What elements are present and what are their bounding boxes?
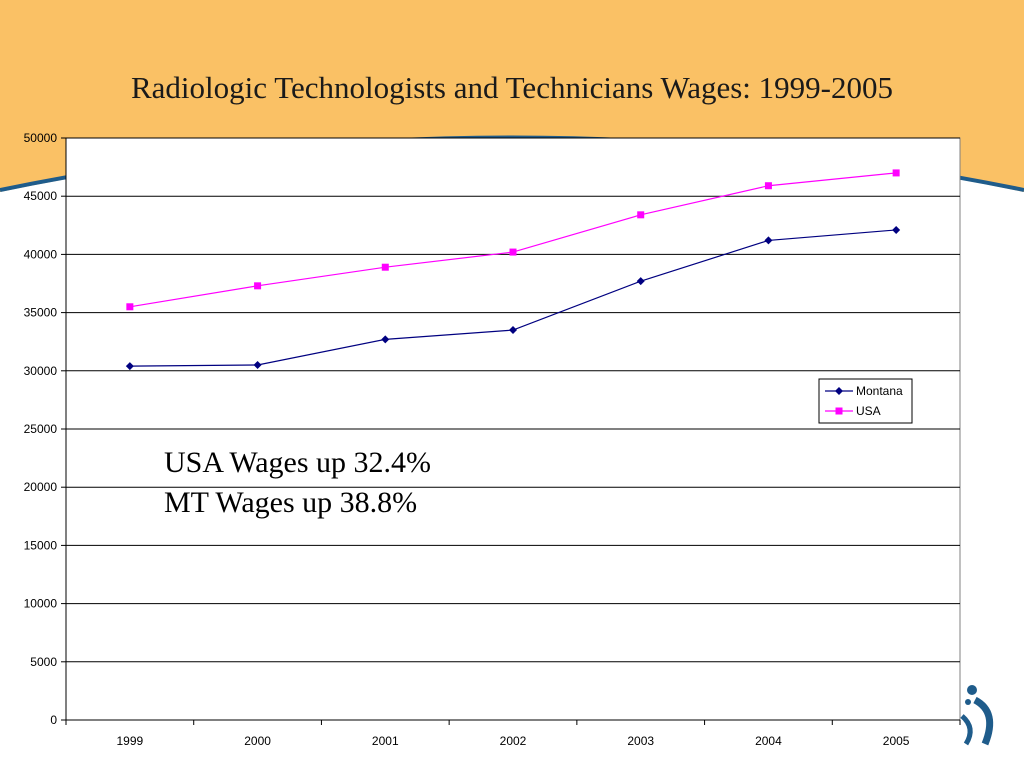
y-tick-label: 50000 [24,131,58,145]
y-tick-label: 0 [50,713,57,727]
data-point-usa [637,211,645,219]
data-point-montana [892,225,901,234]
legend-marker-montana [835,387,843,395]
data-point-montana [381,335,390,344]
annotation-mt-wages: MT Wages up 38.8% [164,486,418,519]
x-tick-label: 2002 [500,734,527,748]
stylized-figures-logo [960,685,994,746]
y-tick-label: 30000 [24,364,58,378]
chart-title: Radiologic Technologists and Technicians… [130,70,893,105]
y-tick-label: 25000 [24,422,58,436]
legend-label-montana: Montana [856,384,903,398]
series-usa [126,169,900,311]
data-point-usa [381,263,389,271]
x-tick-label: 2000 [244,734,271,748]
y-tick-label: 35000 [24,306,58,320]
y-tick-label: 20000 [24,480,58,494]
series-layer [125,169,901,371]
x-tick-label: 1999 [117,734,144,748]
series-montana [125,225,901,371]
data-point-montana [125,362,134,371]
y-tick-label: 15000 [24,538,58,552]
legend-label-usa: USA [856,404,881,418]
legend-marker-usa [835,407,843,415]
data-point-montana [636,277,645,286]
data-point-usa [764,182,772,190]
gridlines [66,137,960,663]
data-point-usa [509,248,517,256]
legend-box [818,378,913,424]
x-tick-label: 2003 [627,734,654,748]
y-tick-label: 40000 [24,247,58,261]
data-point-montana [509,326,517,335]
y-tick-label: 5000 [30,655,57,669]
x-tick-label: 2004 [755,734,782,748]
legend: Montana USA [818,378,913,424]
data-point-montana [764,236,773,245]
data-point-usa [254,282,262,290]
x-tick-label: 2001 [372,734,399,748]
x-tick-label: 2005 [883,734,910,748]
annotation-usa-wages: USA Wages up 32.4% [164,446,432,479]
y-axis: 0 5000 10000 15000 20000 25000 30000 35000 40000… [24,131,67,727]
x-axis: 1999 2000 2001 2002 2003 2004 2005 [65,719,961,748]
data-point-montana [253,360,262,369]
y-tick-label: 10000 [24,597,58,611]
data-point-usa [892,169,900,177]
y-tick-label: 45000 [24,189,58,203]
data-point-usa [126,303,134,311]
